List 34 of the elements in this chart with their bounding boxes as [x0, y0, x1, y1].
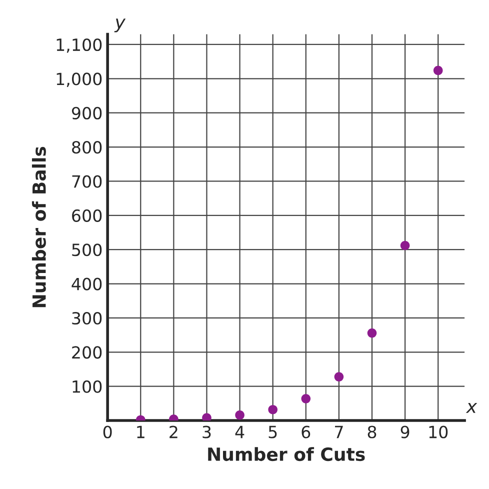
x-tick-label: 3: [202, 426, 211, 438]
text: x: [466, 403, 478, 413]
point: [268, 404, 278, 414]
point: [334, 372, 344, 382]
y-tick-label: 800: [72, 141, 102, 154]
y-tick-label: 500: [72, 244, 102, 256]
y-tick-label: 900: [72, 106, 102, 120]
x-tick-label: 2: [170, 426, 178, 438]
y-tick-label: 100: [72, 380, 102, 393]
y-tick-label: 200: [72, 346, 102, 359]
y-tick-label: 600: [72, 209, 102, 222]
x-tick-label: 10: [429, 426, 448, 438]
x-tick-label: 0: [103, 426, 112, 438]
x-axis-title: Number of Cuts: [208, 447, 365, 462]
point: [433, 66, 443, 76]
y-tick-label: 700: [72, 175, 102, 188]
x-tick-label: 5: [268, 426, 277, 438]
y-axis-title: Number of Balls: [32, 146, 46, 308]
x-tick-label: 9: [400, 426, 410, 438]
point: [202, 413, 212, 421]
point: [301, 394, 311, 404]
x-tick-label: 1: [137, 426, 144, 438]
y-tick-label: 1,100: [56, 38, 102, 53]
x-tick-label: 7: [335, 426, 343, 438]
point: [235, 410, 244, 420]
point: [367, 328, 377, 338]
x-tick-label: 6: [302, 426, 310, 438]
x-tick-label: 4: [235, 426, 244, 438]
y-tick-label: 300: [72, 312, 102, 325]
y-tick-label: 400: [72, 278, 102, 290]
y-tick-label: 1,000: [56, 72, 102, 87]
text: y: [114, 18, 126, 32]
x-tick-label: 8: [368, 426, 376, 438]
point: [400, 240, 410, 250]
